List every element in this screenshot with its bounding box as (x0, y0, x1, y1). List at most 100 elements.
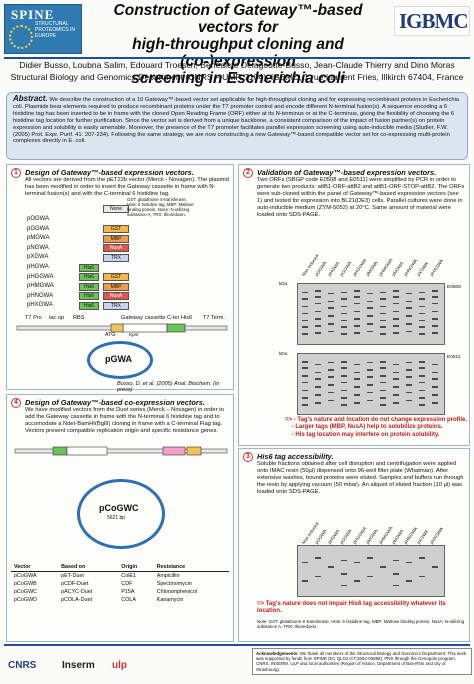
gel-band (328, 300, 334, 303)
gel-band (328, 322, 334, 325)
gel-band (354, 580, 360, 582)
gel-band (419, 557, 425, 559)
gel-band (380, 566, 386, 568)
fusion-tag: GST (103, 225, 129, 234)
gel-band (315, 386, 321, 388)
gel-band (432, 331, 438, 334)
header-based-on: Based on (58, 563, 119, 572)
gel-band (302, 319, 308, 322)
affiliation: Structural Biology and Genomics Departme… (10, 72, 464, 82)
gel-band (419, 397, 425, 400)
gel-band (406, 391, 412, 394)
finding-3: - His tag location may interfere on prot… (285, 431, 440, 438)
gel-lane (393, 356, 399, 412)
panel-number: 1 (11, 168, 21, 178)
gel-band (393, 296, 399, 298)
gel-lane (302, 548, 308, 594)
gel-band (367, 322, 373, 325)
gel-band (432, 325, 438, 327)
gel-band (380, 305, 386, 308)
gel-band (302, 305, 308, 308)
fusion-tag: TRX (103, 301, 129, 310)
table-cell: Ampicillin (156, 573, 180, 579)
gel-band (367, 399, 373, 402)
pgwa-plasmid-map (87, 341, 153, 379)
table-cell: pET-Duet (61, 573, 84, 579)
fusion-tag: NusA (103, 292, 129, 301)
lane-label: pNGWA (390, 260, 404, 277)
vector-row: pHXGWA (27, 302, 53, 309)
lane-label: pMGWA (364, 528, 379, 545)
gel-band (302, 291, 308, 294)
gel-band (406, 384, 412, 386)
cassette-label-t7term: T7 Term. (203, 315, 225, 321)
gel-band (341, 298, 347, 300)
vector-row: pOGWA (27, 216, 50, 222)
cassette-label-gateway: Gateway cassette (121, 315, 166, 321)
gel-band (341, 305, 347, 308)
vector-row: pXGWA (27, 254, 49, 261)
lane-label: pXGWA (416, 528, 430, 545)
gel-lane (341, 286, 347, 342)
gel-lane (393, 286, 399, 342)
gel-lane (354, 356, 360, 412)
gel-band (419, 381, 425, 384)
gel-band (419, 333, 425, 335)
panel-title: Validation of Gateway™-based expression … (257, 168, 437, 177)
lane-label: pHXGWA (428, 258, 445, 277)
coexpression-vector-table: Vector Based on Origin Resistance pCoGWA… (11, 563, 229, 604)
gel-band (328, 399, 334, 402)
panel-design-vectors: 1 Design of Gateway™-based expression ve… (6, 164, 234, 393)
igbmc-logo-text: IGBMC (399, 9, 468, 33)
gel-band (315, 575, 321, 578)
gel-lane (367, 356, 373, 412)
validation-findings: => - Tag's nature and location do not ch… (285, 417, 469, 439)
lane-label: pHGWA (326, 528, 340, 545)
gel-band (328, 566, 334, 568)
fusion-tag: MBP (103, 234, 129, 243)
kpni-label: KpnI (129, 332, 139, 337)
table-cell: pCDF-Duet (61, 581, 89, 587)
gel-band (367, 315, 373, 317)
fusion-tag: His6 (79, 263, 99, 272)
gel-label-e0511: E0511 (447, 355, 461, 360)
gel-band (341, 375, 347, 377)
table-cell: pCoGWB (14, 581, 37, 587)
gel-band (328, 307, 334, 309)
gel-band (419, 298, 425, 300)
header-origin: Origin (118, 563, 154, 572)
header-vector: Vector (11, 563, 59, 572)
gel-band (302, 312, 308, 315)
gel-band (354, 302, 360, 305)
gel-band (393, 394, 399, 396)
gel-band (419, 375, 425, 377)
gel-band (393, 325, 399, 327)
table-cell: P15A (121, 589, 135, 595)
lane-label: pMGWA (364, 260, 379, 277)
sds-gel-e0511 (297, 353, 445, 415)
gel-band (341, 291, 347, 294)
title-line-1: Construction of Gateway™-based vectors f… (113, 2, 363, 36)
gel-band (393, 331, 399, 334)
gel-band (406, 580, 412, 582)
gel-band (354, 290, 360, 293)
lane-label: pNGWA (390, 528, 404, 545)
gel-band (315, 296, 321, 298)
abbreviation-note: Note: GST: glutathione S-transferase, Hi… (257, 619, 465, 630)
gel-band (328, 315, 334, 317)
gel-lane (341, 356, 347, 412)
gel-lane (380, 356, 386, 412)
gel-band (341, 367, 347, 369)
gel-lane (406, 548, 412, 594)
poster-title: Construction of Gateway™-based vectors f… (84, 2, 392, 87)
fusion-tag: NusA (103, 244, 129, 253)
gel-band (380, 319, 386, 322)
gel-band (315, 290, 321, 293)
pgwa-plasmid-name: pGWA (105, 354, 132, 364)
gel-band (432, 378, 438, 380)
gel-band (302, 580, 308, 582)
cassette-label-rbs: RBS (73, 315, 85, 321)
lane-label: pHGWA (326, 260, 340, 277)
sds-gel-e0508 (297, 283, 445, 345)
